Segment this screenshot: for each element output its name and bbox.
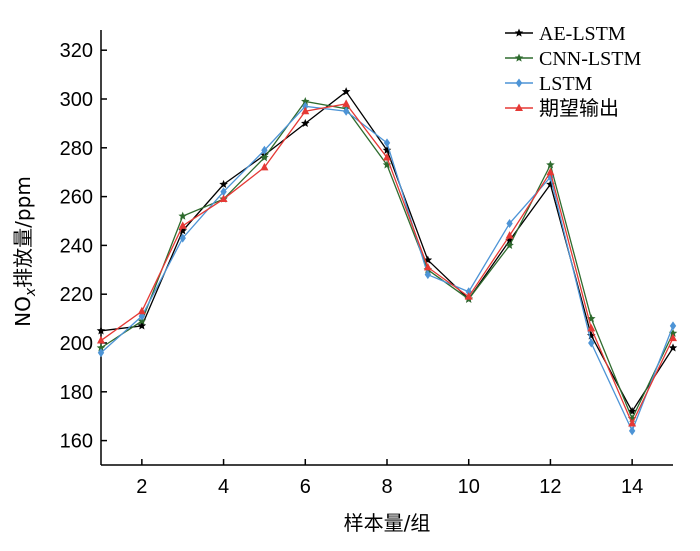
data-point — [260, 162, 269, 171]
data-point — [138, 311, 146, 321]
data-point — [383, 138, 391, 148]
data-point — [505, 240, 514, 250]
data-point — [341, 87, 351, 96]
legend-label: CNN-LSTM — [539, 48, 641, 70]
data-point — [587, 323, 596, 332]
data-point — [382, 160, 392, 169]
y-tick-label: 200 — [60, 333, 93, 355]
legend-label: AE-LSTM — [539, 23, 626, 45]
data-point — [178, 211, 187, 220]
data-point — [546, 167, 555, 176]
data-point — [137, 306, 146, 315]
x-tick-label: 6 — [300, 476, 311, 498]
x-tick-label: 2 — [136, 476, 147, 498]
y-tick-label: 160 — [60, 431, 93, 453]
data-point — [178, 226, 187, 235]
y-tick-label: 240 — [60, 235, 93, 257]
data-point — [219, 194, 228, 203]
y-tick-label: 220 — [60, 284, 93, 306]
data-point — [588, 338, 595, 348]
data-point — [342, 99, 351, 107]
legend-label: 期望输出 — [539, 97, 619, 120]
data-point — [97, 348, 105, 358]
series-layer — [96, 87, 678, 436]
data-point — [96, 326, 106, 335]
data-point — [301, 96, 310, 106]
data-point — [179, 233, 186, 243]
y-tick-label: 260 — [60, 187, 93, 209]
data-point — [628, 419, 637, 427]
y-tick-label: 180 — [60, 382, 93, 404]
legend-marker — [515, 103, 523, 111]
data-point — [220, 187, 227, 197]
data-point — [668, 328, 678, 337]
legend-item: CNN-LSTM — [505, 48, 641, 70]
data-point — [669, 333, 677, 342]
y-tick-label: 300 — [60, 89, 93, 111]
axes: 160 180 200 220 240 260 280 300 320 2 4 6 8 10 12 14 — [60, 30, 673, 498]
legend-item: 期望输出 — [505, 97, 619, 120]
data-point — [178, 221, 187, 229]
legend-label: LSTM — [539, 73, 593, 95]
legend-item: AE-LSTM — [505, 23, 626, 45]
data-point — [383, 153, 391, 161]
data-point — [302, 101, 309, 111]
legend-marker — [514, 53, 524, 62]
legend-item: LSTM — [505, 73, 593, 95]
data-point — [464, 292, 473, 300]
data-point — [506, 218, 513, 228]
data-point — [669, 321, 677, 331]
data-point — [505, 231, 514, 239]
data-point — [424, 270, 432, 280]
data-point — [587, 331, 596, 340]
x-tick-label: 4 — [218, 476, 229, 498]
data-point — [261, 145, 268, 155]
y-axis-label: NOx排放量/ppm — [11, 176, 39, 327]
data-point — [342, 106, 350, 116]
y-tick-label: 280 — [60, 138, 93, 160]
legend-marker — [515, 78, 523, 88]
x-tick-label: 10 — [458, 476, 480, 498]
data-point — [668, 343, 678, 352]
y-tick-label: 320 — [60, 40, 93, 62]
data-point — [301, 106, 310, 115]
x-tick-label: 14 — [621, 476, 643, 498]
data-point — [301, 118, 310, 128]
data-point — [137, 321, 147, 330]
data-point — [628, 426, 636, 436]
data-point — [97, 336, 105, 344]
data-point — [423, 262, 432, 271]
data-point — [546, 160, 555, 169]
series-4 — [97, 99, 677, 427]
series-1 — [96, 87, 678, 415]
legend-marker — [514, 28, 524, 37]
data-point — [260, 153, 269, 162]
x-axis-label: 样本量/组 — [344, 511, 431, 535]
x-tick-label: 8 — [381, 476, 392, 498]
data-point — [219, 179, 228, 189]
data-point — [96, 343, 106, 352]
x-tick-label: 12 — [539, 476, 561, 498]
